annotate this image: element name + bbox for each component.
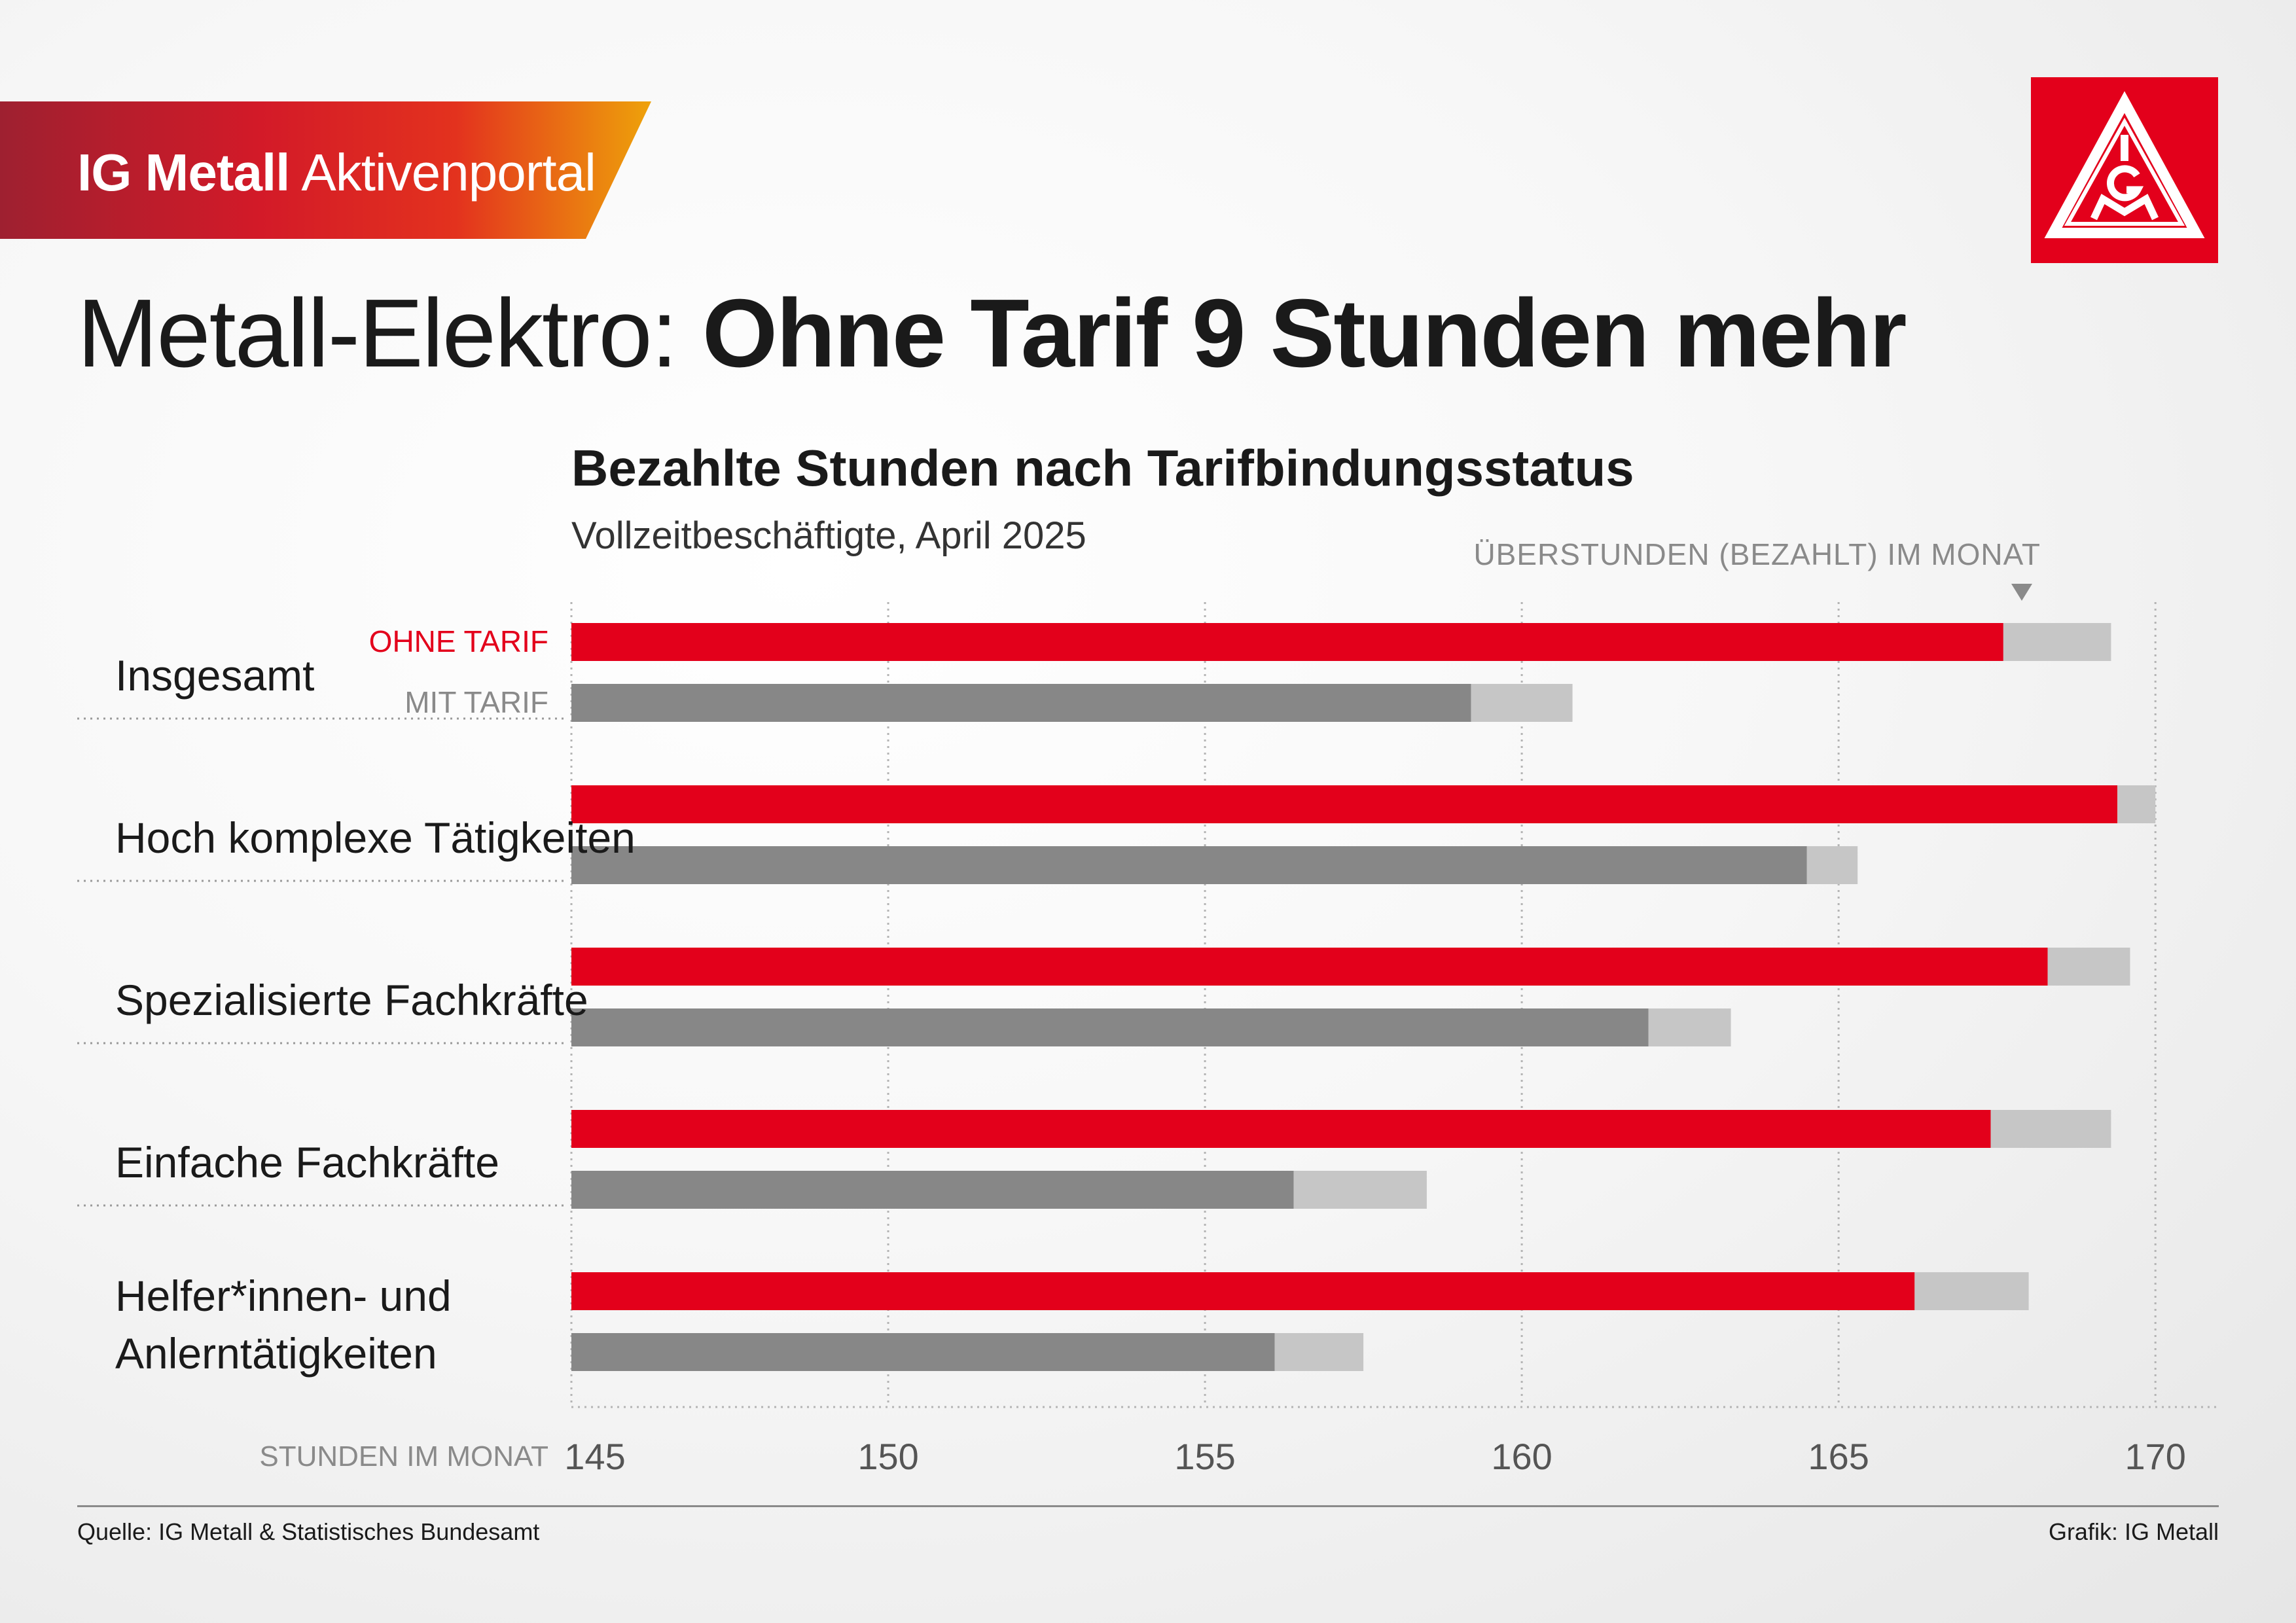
category-label: Hoch komplexe Tätigkeiten bbox=[115, 813, 636, 862]
category-label: Anlerntätigkeiten bbox=[115, 1329, 437, 1378]
bar-mit-tarif-overtime bbox=[1648, 1008, 1731, 1046]
bar-mit-tarif bbox=[571, 1171, 1294, 1209]
graphic-credit: Grafik: IG Metall bbox=[2048, 1518, 2219, 1545]
x-tick-label: 160 bbox=[1491, 1436, 1552, 1477]
bar-mit-tarif-overtime bbox=[1806, 846, 1858, 884]
page-headline: Metall-Elektro: Ohne Tarif 9 Stunden meh… bbox=[77, 278, 1907, 389]
bar-ohne-tarif-overtime bbox=[2047, 948, 2130, 986]
bar-ohne-tarif bbox=[571, 1110, 1991, 1148]
bar-ohne-tarif-overtime bbox=[2117, 785, 2156, 823]
brand-banner bbox=[0, 101, 651, 239]
bar-ohne-tarif-overtime bbox=[1914, 1272, 2029, 1310]
x-tick-label: 165 bbox=[1808, 1436, 1869, 1477]
x-tick-label: 150 bbox=[857, 1436, 918, 1477]
igm-logo-mark bbox=[2044, 91, 2205, 238]
bar-mit-tarif bbox=[571, 1333, 1275, 1371]
x-tick-label: 145 bbox=[564, 1436, 625, 1477]
bar-mit-tarif bbox=[571, 1008, 1649, 1046]
x-tick-label: 155 bbox=[1174, 1436, 1235, 1477]
headline-light: Metall-Elektro: bbox=[77, 279, 678, 387]
bar-mit-tarif-overtime bbox=[1471, 684, 1573, 722]
headline-bold: Ohne Tarif 9 Stunden mehr bbox=[702, 279, 1907, 387]
x-axis-label: STUNDEN IM MONAT bbox=[259, 1440, 548, 1472]
bar-mit-tarif bbox=[571, 846, 1807, 884]
bar-ohne-tarif bbox=[571, 1272, 1915, 1310]
bar-ohne-tarif-overtime bbox=[2003, 623, 2111, 661]
series-label-ohne-tarif: OHNE TARIF bbox=[369, 624, 548, 658]
series-label-mit-tarif: MIT TARIF bbox=[404, 685, 548, 719]
brand-name: IG Metall Aktivenportal bbox=[77, 143, 596, 203]
bar-mit-tarif-overtime bbox=[1293, 1171, 1427, 1209]
bar-ohne-tarif bbox=[571, 948, 2048, 986]
bar-ohne-tarif-overtime bbox=[1990, 1110, 2111, 1148]
brand-name-light: Aktivenportal bbox=[301, 143, 596, 202]
overtime-legend-label: ÜBERSTUNDEN (BEZAHLT) IM MONAT bbox=[1473, 537, 2041, 571]
igm-logo bbox=[2031, 77, 2218, 263]
bar-ohne-tarif bbox=[571, 623, 2003, 661]
brand-name-bold: IG Metall bbox=[77, 143, 290, 202]
source-note: Quelle: IG Metall & Statistisches Bundes… bbox=[77, 1518, 540, 1545]
overtime-arrow-icon bbox=[2011, 584, 2032, 601]
x-tick-label: 170 bbox=[2125, 1436, 2185, 1477]
bar-mit-tarif-overtime bbox=[1274, 1333, 1364, 1371]
category-label: Helfer*innen- und bbox=[115, 1272, 452, 1320]
category-label: Einfache Fachkräfte bbox=[115, 1138, 499, 1186]
chart-subtitle: Vollzeitbeschäftigte, April 2025 bbox=[571, 514, 1086, 557]
category-label: Spezialisierte Fachkräfte bbox=[115, 976, 588, 1024]
chart-title: Bezahlte Stunden nach Tarifbindungsstatu… bbox=[571, 439, 1634, 497]
bar-ohne-tarif bbox=[571, 785, 2118, 823]
footer-divider bbox=[77, 1505, 2219, 1507]
category-label: Insgesamt bbox=[115, 651, 314, 700]
bar-mit-tarif bbox=[571, 684, 1471, 722]
